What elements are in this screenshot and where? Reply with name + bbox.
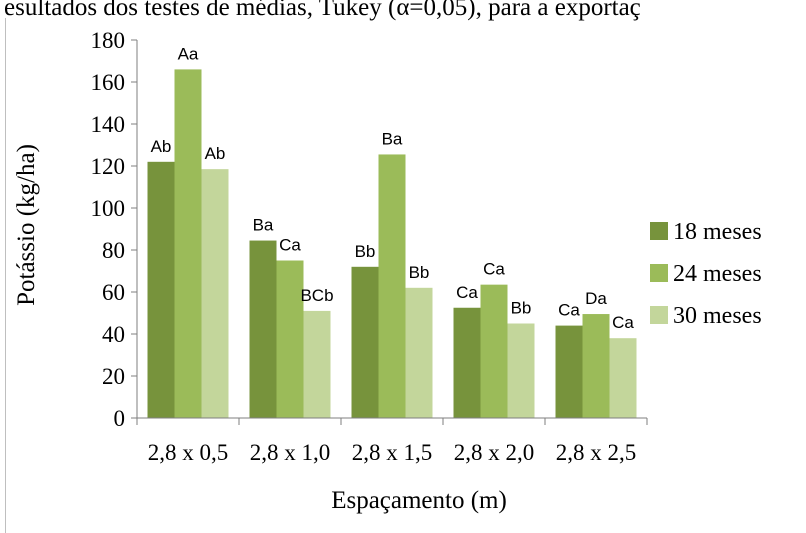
bar-data-label: Bb [511,299,532,318]
y-axis-ticks: 0 20 40 60 80 100 120 140 160 180 [91,28,137,431]
y-tick-label: 140 [91,112,126,137]
bar [351,266,379,418]
bar [609,338,637,418]
axes [136,40,647,419]
bar-data-label: Ca [279,236,301,255]
bar-data-label: Da [585,289,607,308]
legend-label: 30 meses [673,303,762,329]
x-axis-title: Espaçamento (m) [331,487,507,514]
bar [303,310,331,418]
bar-data-label: Ca [483,260,505,279]
legend: 18 meses 24 meses 30 meses [650,219,762,329]
y-tick-label: 20 [102,364,125,389]
x-axis-ticks: 2,8 x 0,5 2,8 x 1,0 2,8 x 1,5 2,8 x 2,0 2,8 … [136,418,648,465]
y-tick-label: 180 [91,28,126,53]
legend-label: 24 meses [673,261,762,287]
bar-data-label: Ca [612,313,634,332]
bar [174,69,202,419]
x-tick-label: 2,8 x 2,0 [454,440,535,465]
bar [147,161,175,419]
bar [276,260,304,418]
bar-labels: Ab Aa Ab Ba Ca BCb Bb Ba Bb Ca Ca Bb Ca Da Ca [151,44,635,332]
x-tick-label: 2,8 x 1,0 [250,440,331,465]
bar-data-label: Bb [409,263,430,282]
y-axis-title: Potássio (kg/ha) [13,144,40,306]
x-tick-label: 2,8 x 0,5 [148,440,229,465]
bar [249,240,277,418]
y-tick-label: 160 [91,70,126,95]
bar-data-label: Aa [178,44,199,63]
x-tick-label: 2,8 x 2,5 [556,440,637,465]
bar [480,284,508,418]
bar [201,169,229,418]
legend-swatch [650,264,668,282]
y-tick-label: 60 [102,280,125,305]
bar-data-label: Ca [558,301,580,320]
bar-data-label: Bb [355,242,376,261]
bar [378,154,406,418]
chart-frame-edge [5,18,6,533]
y-tick-label: 80 [102,238,125,263]
bar [582,314,610,418]
y-tick-label: 40 [102,322,125,347]
legend-swatch [650,306,668,324]
bar [453,307,481,418]
bar-data-label: Ba [253,216,274,235]
bar [555,325,583,418]
legend-label: 18 meses [673,219,762,245]
bar-data-label: Ca [456,283,478,302]
bars [147,69,637,419]
y-tick-label: 100 [91,196,126,221]
bar-data-label: Ab [151,137,172,156]
bar [507,323,535,418]
bar-data-label: Ab [205,144,226,163]
bar-data-label: Ba [382,129,403,148]
y-tick-label: 120 [91,154,126,179]
bar-data-label: BCb [300,286,333,305]
figure-caption: esultados dos testes de médias, Tukey (α… [4,0,641,21]
x-tick-label: 2,8 x 1,5 [352,440,433,465]
y-tick-label: 0 [114,406,126,431]
legend-swatch [650,222,668,240]
bar [405,287,433,418]
